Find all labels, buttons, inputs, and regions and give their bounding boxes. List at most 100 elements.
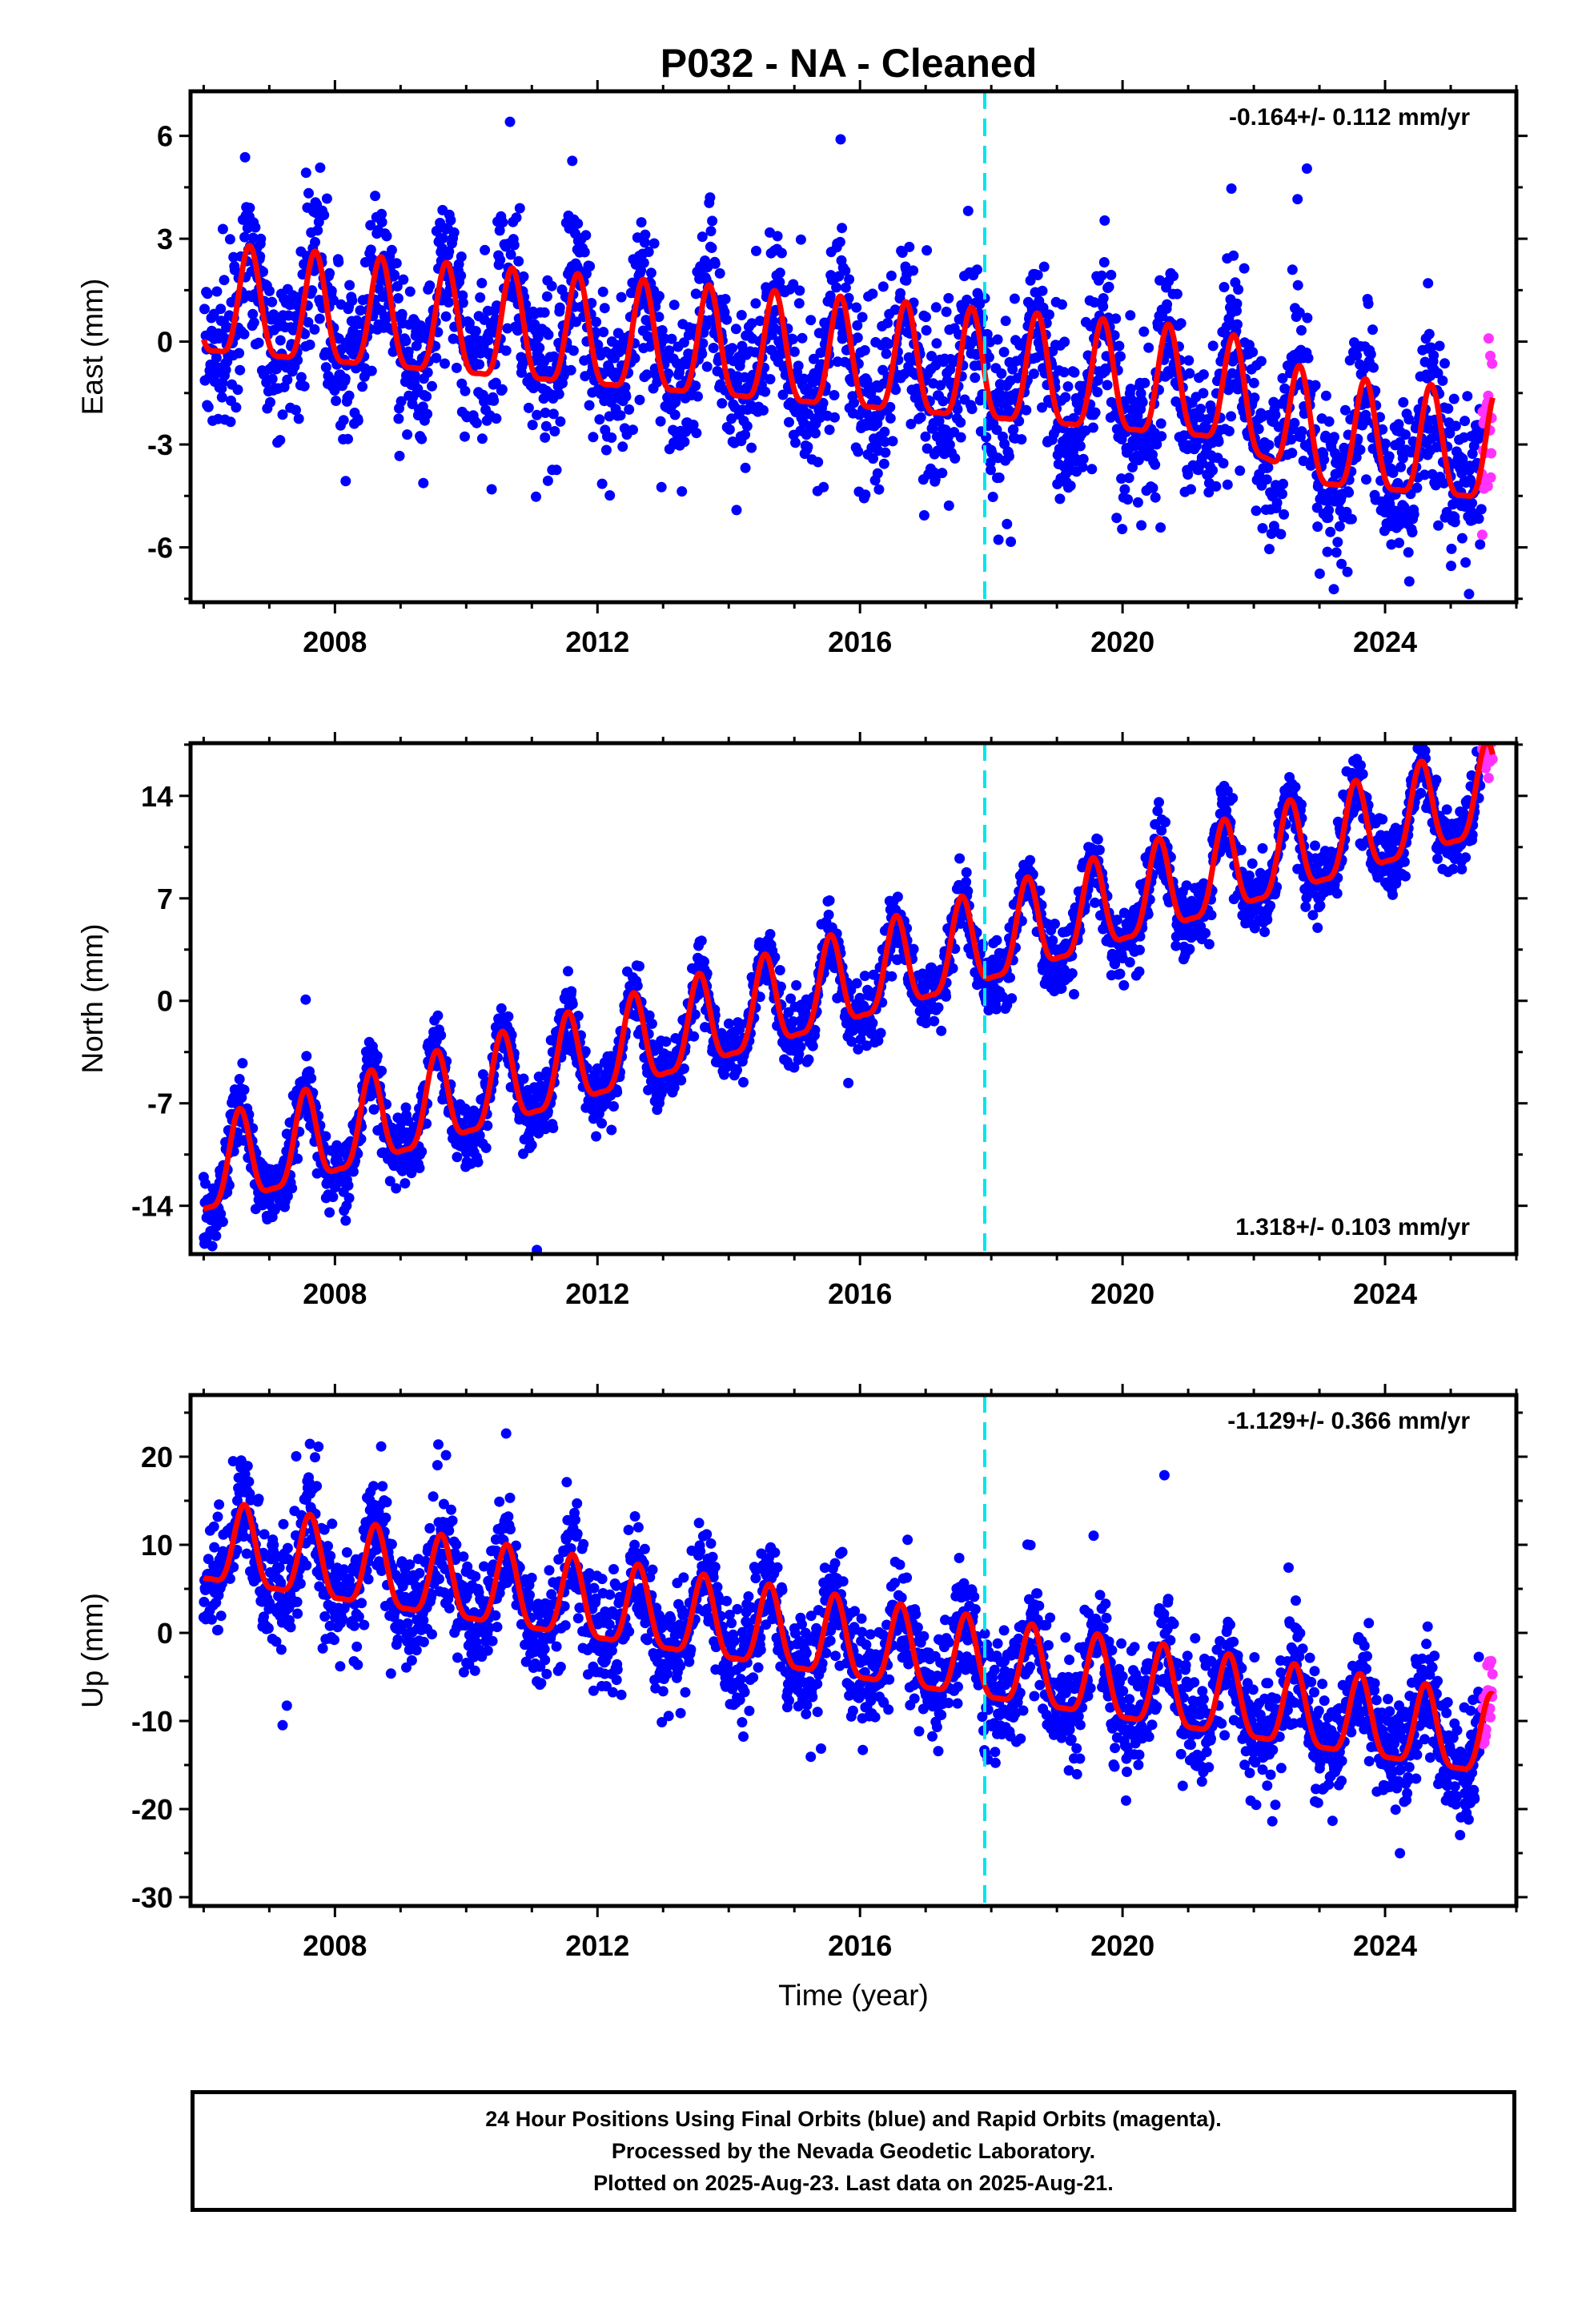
final-point <box>808 353 819 364</box>
final-point <box>340 1215 351 1226</box>
final-point <box>1054 493 1066 505</box>
final-point <box>563 966 573 977</box>
final-point <box>1116 473 1127 485</box>
final-point <box>777 389 789 400</box>
final-point <box>304 340 315 350</box>
final-point <box>532 409 543 420</box>
final-point <box>1090 407 1101 418</box>
final-point <box>1219 282 1230 292</box>
data-points <box>198 743 1498 1254</box>
final-point <box>853 1043 864 1055</box>
final-point <box>664 1051 675 1062</box>
final-point <box>597 286 608 297</box>
final-point <box>571 316 582 328</box>
final-point <box>1319 454 1330 465</box>
final-point <box>883 338 894 349</box>
final-point <box>1155 522 1166 533</box>
final-point <box>699 956 709 967</box>
final-point <box>531 491 541 502</box>
final-point <box>523 402 534 413</box>
final-point <box>1218 458 1229 468</box>
final-point <box>791 979 802 991</box>
final-point <box>1423 278 1434 289</box>
final-point <box>416 433 428 444</box>
final-point <box>1398 396 1409 408</box>
final-point <box>892 891 903 903</box>
final-point <box>457 297 468 308</box>
final-point <box>708 343 719 353</box>
final-point <box>1047 935 1058 946</box>
final-point <box>1368 362 1379 373</box>
final-point <box>1119 484 1130 495</box>
final-point <box>300 167 311 179</box>
final-point <box>1111 513 1122 524</box>
final-point <box>268 309 279 320</box>
final-point <box>1323 513 1334 523</box>
final-point <box>937 468 948 479</box>
final-point <box>678 1063 689 1074</box>
final-point <box>1000 316 1011 327</box>
final-point <box>866 1027 877 1038</box>
final-point <box>333 256 344 267</box>
final-point <box>938 396 949 407</box>
model-line <box>201 243 1496 500</box>
final-point <box>532 332 544 343</box>
final-point <box>1038 261 1050 272</box>
final-point <box>835 134 846 145</box>
final-point <box>991 1003 1002 1015</box>
final-point <box>829 412 840 423</box>
final-point <box>714 267 725 279</box>
final-point <box>1449 517 1460 528</box>
final-point <box>844 274 855 285</box>
final-point <box>598 327 609 338</box>
final-point <box>852 332 863 344</box>
final-point <box>234 348 245 359</box>
final-point <box>656 325 668 336</box>
final-point <box>933 1002 944 1013</box>
final-point <box>565 364 576 376</box>
final-point <box>1123 472 1134 484</box>
final-point <box>639 237 650 248</box>
final-point <box>1184 368 1195 379</box>
final-point <box>421 391 432 402</box>
final-point <box>391 281 403 292</box>
final-point <box>572 1011 584 1022</box>
final-point <box>851 978 862 989</box>
final-point <box>492 300 502 312</box>
final-point <box>365 244 376 255</box>
final-point <box>885 412 896 424</box>
final-point <box>566 986 577 997</box>
final-point <box>532 1244 543 1254</box>
final-point <box>774 965 785 975</box>
final-point <box>267 373 278 384</box>
final-point <box>477 1069 488 1080</box>
final-point <box>1006 993 1018 1004</box>
final-point <box>1133 455 1144 465</box>
final-point <box>418 477 429 489</box>
final-point <box>1060 392 1071 403</box>
final-point <box>431 352 442 364</box>
final-point <box>705 192 716 203</box>
final-point <box>398 274 409 285</box>
final-point <box>502 323 513 334</box>
final-point <box>327 1192 339 1203</box>
final-point <box>840 265 851 276</box>
final-point <box>211 1230 222 1241</box>
final-point <box>1226 411 1237 422</box>
final-point <box>617 441 628 452</box>
final-point <box>1336 558 1347 569</box>
final-point <box>904 241 915 252</box>
final-point <box>1005 972 1015 983</box>
final-point <box>1211 480 1222 492</box>
final-point <box>818 481 829 493</box>
final-point <box>1114 340 1125 352</box>
final-point <box>347 295 358 306</box>
final-point <box>207 1240 218 1252</box>
final-point <box>534 342 545 353</box>
final-point <box>1351 452 1362 463</box>
final-point <box>533 1072 544 1082</box>
final-point <box>211 352 222 364</box>
final-point <box>347 1166 359 1177</box>
final-point <box>1089 297 1100 308</box>
